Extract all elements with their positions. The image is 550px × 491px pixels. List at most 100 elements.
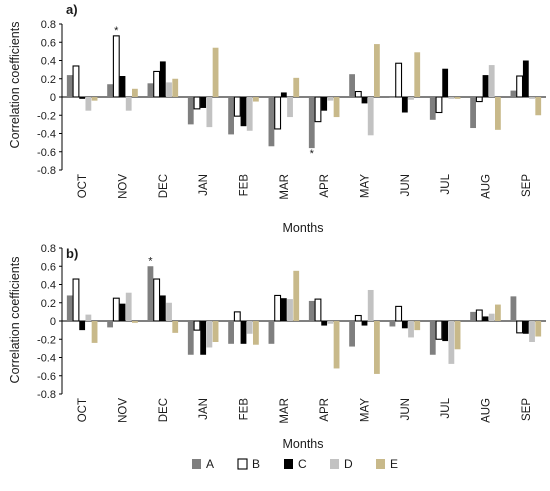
bar-d-mar <box>287 299 293 321</box>
bar-e-jul <box>454 321 461 350</box>
bar-e-jan <box>212 321 219 342</box>
bar-c-aug <box>482 316 489 321</box>
legend-label-b: B <box>252 457 260 471</box>
significance-marker: * <box>148 255 153 267</box>
bar-b-jun <box>395 62 403 98</box>
bar-a-dec <box>147 83 154 97</box>
bar-c-apr <box>321 97 328 111</box>
y-axis-title: Correlation coefficients <box>8 22 22 149</box>
x-axis-title: Months <box>283 437 324 451</box>
x-tick-label: MAY <box>360 398 372 422</box>
bar-d-jul <box>448 321 455 364</box>
bar-b-aug <box>475 309 483 322</box>
bar-d-feb <box>246 97 253 131</box>
bar-d-jan <box>206 321 213 348</box>
bar-b-sep <box>516 320 524 334</box>
bar-d-nov <box>125 97 132 111</box>
bar-c-feb <box>240 97 247 127</box>
bar-b-mar <box>274 96 282 130</box>
bar-b-jan <box>193 320 201 331</box>
bar-c-oct <box>79 321 86 331</box>
legend-swatch-e <box>376 459 385 469</box>
bar-c-may <box>361 321 368 326</box>
y-tick-label: -0.6 <box>37 147 56 159</box>
x-tick-label: JAN <box>198 398 210 420</box>
bar-b-may <box>354 90 362 98</box>
bar-a-jul <box>429 97 436 120</box>
bar-e-jun <box>414 52 421 97</box>
bar-e-aug <box>495 97 501 130</box>
legend-swatch-a <box>192 459 201 469</box>
bar-a-dec <box>147 266 154 321</box>
bar-b-apr <box>314 96 322 123</box>
bar-a-jun <box>389 97 396 98</box>
legend-label-c: C <box>298 457 307 471</box>
bar-a-apr <box>308 97 315 149</box>
bar-b-oct <box>72 65 80 98</box>
x-tick-label: APR <box>319 174 331 198</box>
x-tick-label: OCT <box>77 398 89 422</box>
y-tick-label: -0.4 <box>37 353 56 365</box>
bar-b-apr <box>314 298 322 322</box>
bar-a-oct <box>66 295 73 321</box>
bar-e-sep <box>535 97 542 116</box>
x-tick-label: FEB <box>239 398 251 421</box>
x-tick-label: AUG <box>481 174 493 199</box>
y-tick-label: 0.6 <box>41 37 56 49</box>
bar-c-nov <box>119 303 126 321</box>
bar-e-apr <box>333 97 340 118</box>
bar-b-feb <box>233 96 241 117</box>
bar-e-sep <box>535 321 542 337</box>
bar-e-oct <box>91 97 98 101</box>
y-tick-label: 0.8 <box>41 243 56 255</box>
bar-d-mar <box>287 97 293 118</box>
bar-a-apr <box>308 300 315 321</box>
bar-c-apr <box>321 321 328 326</box>
legend-label-d: D <box>344 457 353 471</box>
bar-c-sep <box>522 321 529 334</box>
bar-d-dec <box>166 82 172 97</box>
x-tick-label: MAR <box>279 398 291 424</box>
x-tick-label: JUL <box>440 397 452 418</box>
x-tick-label: NOV <box>118 174 130 199</box>
bar-a-may <box>349 74 355 97</box>
x-tick-label: OCT <box>77 174 89 198</box>
bar-d-oct <box>85 314 92 321</box>
bar-d-sep <box>529 321 535 342</box>
panel-label: a) <box>66 2 78 17</box>
bar-a-feb <box>228 97 234 135</box>
x-tick-label: AUG <box>481 398 493 423</box>
bar-a-aug <box>470 311 476 322</box>
x-tick-label: SEP <box>521 174 533 197</box>
bar-c-sep <box>522 60 529 97</box>
bar-e-feb <box>253 321 259 345</box>
bar-e-nov <box>132 321 138 323</box>
legend-label-e: E <box>390 457 398 471</box>
bar-a-feb <box>228 321 234 344</box>
bar-a-jan <box>187 321 194 355</box>
y-tick-label: 0.4 <box>41 280 56 292</box>
bar-c-jun <box>401 97 408 113</box>
bar-d-jun <box>408 97 414 100</box>
bar-e-nov <box>132 88 138 97</box>
y-tick-label: -0.8 <box>37 165 56 177</box>
y-tick-label: -0.8 <box>37 389 56 401</box>
bar-d-jun <box>408 321 414 338</box>
bar-a-jul <box>429 321 436 355</box>
significance-marker: * <box>310 148 315 160</box>
bar-d-feb <box>246 321 253 334</box>
y-tick-label: -0.2 <box>37 334 56 346</box>
legend-label-a: A <box>206 457 214 471</box>
bar-c-jul <box>442 321 449 342</box>
x-tick-label: JUN <box>400 398 412 420</box>
bar-d-aug <box>488 65 495 97</box>
y-axis-title: Correlation coefficients <box>8 257 22 384</box>
y-tick-label: 0 <box>50 92 56 104</box>
bar-a-sep <box>510 90 517 97</box>
y-tick-label: 0.8 <box>41 19 56 31</box>
bar-a-sep <box>510 296 517 321</box>
bar-a-mar <box>268 97 275 147</box>
x-tick-label: MAR <box>279 174 291 200</box>
x-tick-label: FEB <box>239 174 251 197</box>
bar-d-may <box>367 289 374 321</box>
